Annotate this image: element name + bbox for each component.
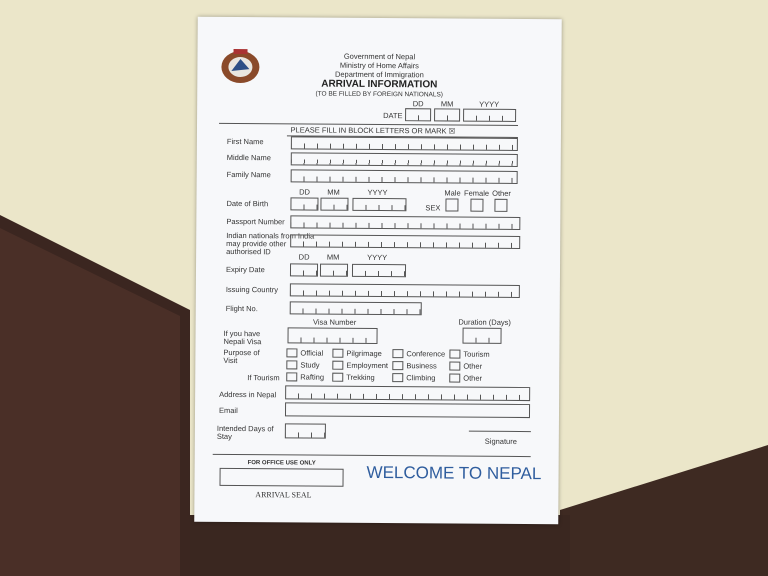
purpose-official-checkbox[interactable]	[286, 348, 298, 358]
purpose-business-label: Business	[406, 361, 437, 371]
expiry-dd-input[interactable]	[289, 263, 319, 277]
purpose-label: Purpose of Visit	[223, 347, 260, 366]
female-checkbox[interactable]	[470, 198, 484, 212]
email-input[interactable]	[284, 402, 531, 419]
address-input[interactable]	[285, 385, 531, 402]
purpose-tourism-checkbox[interactable]	[449, 349, 461, 359]
arrival-seal-label: ARRIVAL SEAL	[255, 490, 312, 500]
nepal-emblem	[221, 48, 260, 84]
tourism-other-checkbox[interactable]	[449, 373, 461, 383]
date-mm-label: MM	[440, 99, 454, 109]
if-tourism-label: If Tourism	[247, 373, 280, 383]
passport-input[interactable]	[290, 215, 521, 230]
visa-number-input[interactable]	[287, 327, 378, 344]
expiry-yyyy-label: YYYY	[367, 252, 388, 263]
purpose-tourism-label: Tourism	[463, 349, 490, 359]
middle-name-input[interactable]	[290, 152, 518, 167]
other-sex-checkbox[interactable]	[494, 198, 508, 212]
tourism-trekking-label: Trekking	[346, 372, 375, 382]
date-mm-input[interactable]	[434, 108, 461, 122]
date-dd-label: DD	[412, 99, 424, 109]
duration-label: Duration (Days)	[458, 317, 511, 327]
intended-days-input[interactable]	[284, 423, 326, 439]
office-use-label: FOR OFFICE USE ONLY	[247, 460, 316, 467]
first-name-label: First Name	[226, 136, 264, 147]
purpose-pilgrimage-checkbox[interactable]	[332, 348, 344, 358]
header-ministry: Ministry of Home Affairs	[339, 60, 419, 71]
indian-id-input[interactable]	[290, 234, 521, 249]
date-yyyy-label: YYYY	[479, 99, 500, 109]
welcome-text: WELCOME TO NEPAL	[366, 462, 542, 484]
tourism-other-label: Other	[463, 373, 483, 383]
date-yyyy-input[interactable]	[463, 108, 517, 122]
expiry-yyyy-input[interactable]	[351, 263, 407, 278]
purpose-official-label: Official	[300, 348, 324, 358]
dob-yyyy-label: YYYY	[367, 187, 388, 198]
date-dd-input[interactable]	[405, 108, 432, 122]
tourism-climbing-checkbox[interactable]	[392, 373, 404, 383]
tourism-rafting-label: Rafting	[300, 372, 325, 382]
passport-label: Passport Number	[226, 216, 285, 227]
arrival-seal-box	[219, 467, 344, 487]
purpose-conference-checkbox[interactable]	[392, 349, 404, 359]
tourism-rafting-checkbox[interactable]	[286, 372, 298, 382]
sex-label: SEX	[425, 203, 441, 213]
duration-input[interactable]	[462, 327, 502, 344]
dob-mm-input[interactable]	[320, 197, 349, 211]
issuing-country-input[interactable]	[289, 283, 520, 298]
dob-yyyy-input[interactable]	[352, 197, 407, 212]
tourism-trekking-checkbox[interactable]	[332, 372, 344, 382]
purpose-conference-label: Conference	[406, 349, 446, 359]
purpose-other-checkbox[interactable]	[449, 361, 461, 371]
desk-right	[560, 445, 768, 576]
form-title: ARRIVAL INFORMATION	[321, 78, 438, 91]
form-subtitle: (TO BE FILLED BY FOREIGN NATIONALS)	[315, 90, 444, 99]
expiry-mm-input[interactable]	[319, 263, 349, 277]
purpose-other-label: Other	[463, 361, 483, 371]
instruction-text: PLEASE FILL IN BLOCK LETTERS OR MARK ☒	[290, 125, 456, 136]
other-sex-label: Other	[492, 188, 511, 198]
purpose-pilgrimage-label: Pilgrimage	[346, 348, 382, 359]
female-label: Female	[464, 188, 490, 198]
dob-dd-label: DD	[299, 187, 310, 197]
purpose-business-checkbox[interactable]	[392, 361, 404, 371]
purpose-employment-checkbox[interactable]	[332, 360, 344, 370]
first-name-input[interactable]	[290, 136, 518, 151]
header-dept: Department of Immigration	[334, 69, 424, 80]
signature-label: Signature	[484, 436, 517, 446]
expiry-dd-label: DD	[298, 252, 310, 262]
family-name-input[interactable]	[290, 169, 518, 184]
purpose-study-label: Study	[300, 360, 320, 370]
purpose-employment-label: Employment	[346, 360, 389, 371]
visa-number-label: Visa Number	[312, 317, 357, 327]
email-label: Email	[218, 405, 238, 416]
date-label: DATE	[383, 111, 403, 121]
divider	[212, 453, 531, 458]
purpose-study-checkbox[interactable]	[286, 360, 298, 370]
dob-dd-input[interactable]	[290, 197, 319, 211]
header-gov: Government of Nepal	[343, 51, 416, 62]
issuing-country-label: Issuing Country	[225, 284, 279, 295]
middle-name-label: Middle Name	[226, 152, 272, 163]
flight-label: Flight No.	[225, 303, 258, 314]
male-label: Male	[444, 188, 461, 198]
flight-input[interactable]	[289, 301, 422, 316]
tourism-climbing-label: Climbing	[406, 373, 436, 383]
visa-question-label: If you have Nepali Visa	[223, 328, 262, 347]
arrival-form: Government of Nepal Ministry of Home Aff…	[194, 16, 562, 525]
dob-label: Date of Birth	[226, 198, 269, 209]
family-name-label: Family Name	[226, 169, 271, 180]
expiry-label: Expiry Date	[225, 264, 265, 275]
male-checkbox[interactable]	[445, 198, 459, 212]
intended-days-label: Intended Days of Stay	[216, 423, 274, 441]
expiry-mm-label: MM	[326, 252, 340, 262]
dob-mm-label: MM	[327, 187, 340, 197]
signature-line	[468, 430, 531, 433]
address-label: Address in Nepal	[219, 389, 277, 400]
